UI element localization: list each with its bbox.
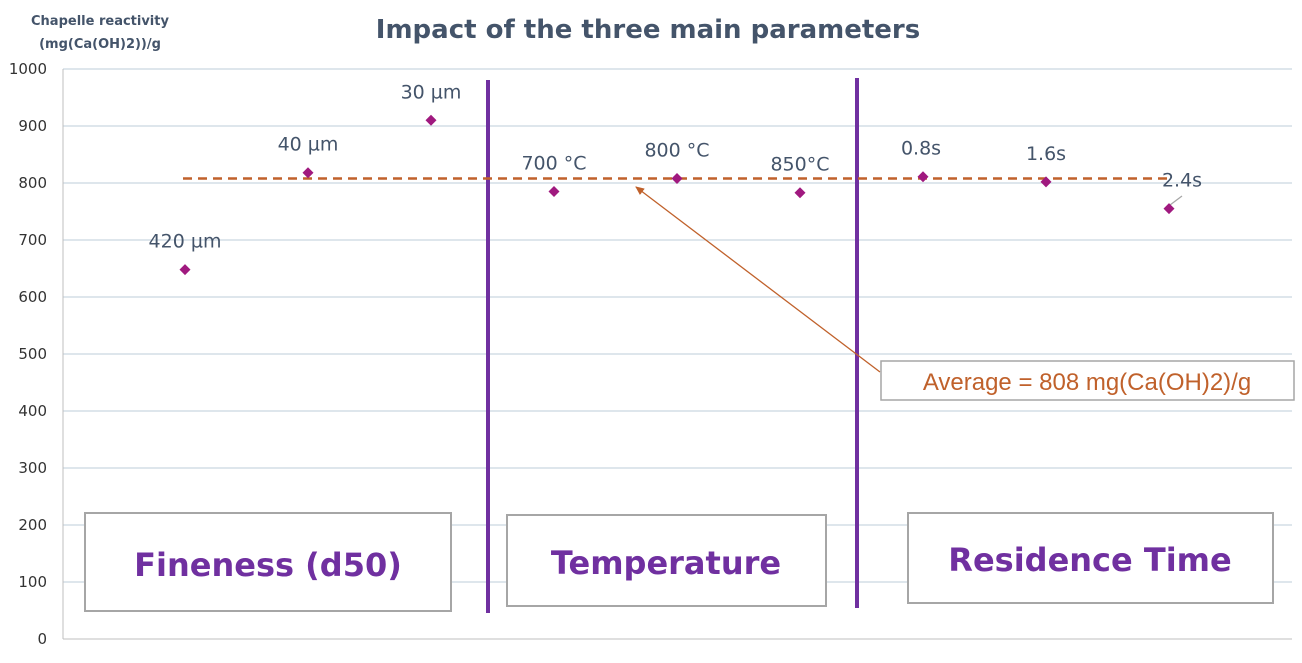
average-callout-arrow <box>635 186 881 373</box>
y-tick-label: 300 <box>18 459 47 477</box>
data-point-label: 40 µm <box>278 134 339 156</box>
y-tick-label: 500 <box>18 345 47 363</box>
data-point-label: 30 µm <box>401 81 462 103</box>
y-tick-label: 1000 <box>9 60 47 78</box>
section-label-residence-time: Residence Time <box>948 541 1231 579</box>
data-point-marker <box>425 114 437 126</box>
y-tick-label: 200 <box>18 516 47 534</box>
data-point-marker <box>1040 176 1052 188</box>
data-point-marker <box>794 187 806 199</box>
data-point-label: 0.8s <box>901 138 941 160</box>
y-axis-label-line-1: Chapelle reactivity <box>31 14 169 29</box>
y-tick-label: 700 <box>18 231 47 249</box>
y-tick-label: 800 <box>18 174 47 192</box>
point-label-leader-line <box>1169 195 1183 206</box>
chart-title: Impact of the three main parameters <box>376 15 920 45</box>
data-point-marker <box>548 186 560 198</box>
y-tick-label: 0 <box>37 630 47 648</box>
data-point-label: 700 °C <box>521 153 586 175</box>
section-box-fineness <box>84 512 452 612</box>
data-point-marker <box>917 171 929 183</box>
section-box-temperature <box>506 514 827 607</box>
average-callout-box <box>880 360 1295 401</box>
y-axis-label-line-2: (mg(Ca(OH)2))/g <box>39 37 161 52</box>
section-box-residence-time <box>907 512 1274 604</box>
y-tick-label: 600 <box>18 288 47 306</box>
y-tick-label: 100 <box>18 573 47 591</box>
data-point-label: 420 µm <box>149 231 222 253</box>
data-point-marker <box>302 167 314 179</box>
y-tick-label: 900 <box>18 117 47 135</box>
data-point-label: 800 °C <box>644 139 709 161</box>
section-label-fineness: Fineness (d50) <box>134 546 402 584</box>
section-label-temperature: Temperature <box>551 544 781 582</box>
y-tick-labels: 0 100 200 300 400 500 600 700 800 900 1000 <box>9 60 47 648</box>
data-point-marker <box>1163 203 1175 215</box>
y-tick-label: 400 <box>18 402 47 420</box>
average-callout-label: Average = 808 mg(Ca(OH)2)/g <box>923 369 1251 396</box>
data-point-marker <box>671 172 683 184</box>
data-point-label: 2.4s <box>1162 170 1202 192</box>
data-point-marker <box>179 264 191 276</box>
data-points: 420 µm 40 µm 30 µm 700 °C 800 °C 850°C 0.8s 1.6… <box>149 81 1202 276</box>
data-point-label: 850°C <box>770 154 829 176</box>
data-point-label: 1.6s <box>1026 143 1066 165</box>
